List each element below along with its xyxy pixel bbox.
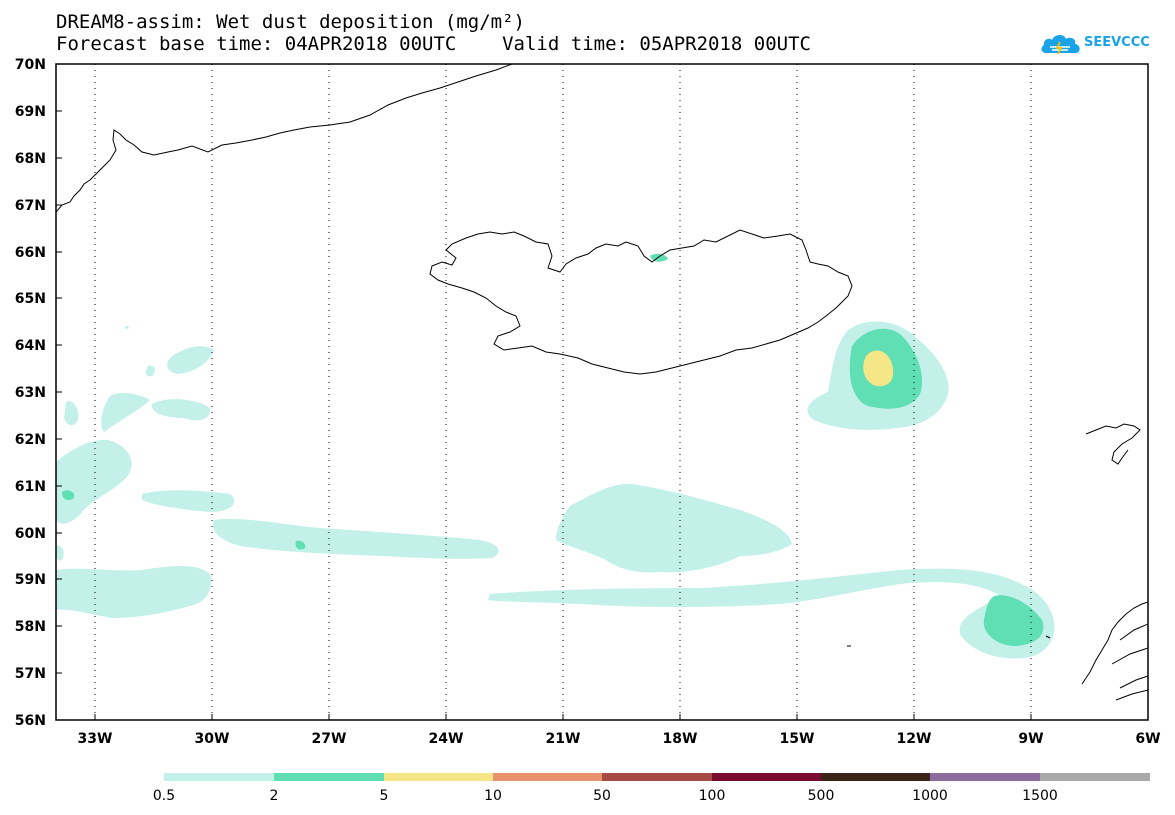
forecast-time-line: Forecast base time: 04APR2018 00UTC Vali… [56, 33, 811, 55]
colorbar-label: 0.5 [153, 788, 175, 804]
lon-label: 24W [429, 731, 464, 747]
lon-label: 27W [312, 731, 347, 747]
lat-label: 67N [15, 198, 46, 214]
dust-area-south-band [488, 568, 1055, 659]
lat-label: 58N [15, 619, 46, 635]
colorbar-swatch [712, 773, 821, 781]
lat-label: 68N [15, 151, 46, 167]
latitude-axis: 70N 69N 68N 67N 66N 65N 64N 63N 62N 61N … [15, 57, 62, 729]
lon-label: 15W [780, 731, 815, 747]
logo-text: SEEVCCC [1084, 35, 1150, 50]
colorbar-swatch [602, 773, 712, 781]
greenland-coast [56, 64, 513, 213]
colorbar-swatch [1040, 773, 1150, 781]
colorbar-label: 100 [699, 788, 726, 804]
colorbar-label: 1000 [912, 788, 948, 804]
lat-label: 61N [15, 479, 46, 495]
lat-label: 70N [15, 57, 46, 73]
colorbar-label: 10 [484, 788, 502, 804]
lon-label: 18W [663, 731, 698, 747]
lon-label: 21W [546, 731, 581, 747]
map-title: DREAM8-assim: Wet dust deposition (mg/m²… [56, 11, 525, 33]
colorbar-label: 1500 [1022, 788, 1058, 804]
coastlines [56, 64, 1148, 701]
colorbar-swatch [930, 773, 1040, 781]
dust-area-60n-band [213, 518, 499, 559]
lon-label: 30W [195, 731, 230, 747]
lon-label: 9W [1018, 731, 1043, 747]
dust-area-central [556, 483, 792, 573]
colorbar-label: 50 [593, 788, 611, 804]
lat-label: 57N [15, 666, 46, 682]
longitude-axis: 33W 30W 27W 24W 21W 18W 15W 12W 9W 6W [78, 714, 1161, 747]
dust-area-southwest [56, 566, 212, 618]
lat-label: 60N [15, 526, 46, 542]
colorbar-swatch [493, 773, 602, 781]
colorbar-swatch [164, 773, 274, 781]
lat-label: 66N [15, 245, 46, 261]
colorbar: 0.5 2 5 10 50 100 500 1000 1500 [153, 773, 1150, 804]
lat-label: 65N [15, 291, 46, 307]
norway-coast-south [1081, 601, 1148, 701]
deposition-fields [56, 253, 1055, 659]
graticule [94, 64, 1032, 720]
lat-label: 62N [15, 432, 46, 448]
lat-label: 56N [15, 713, 46, 729]
lon-label: 6W [1135, 731, 1160, 747]
lon-label: 12W [897, 731, 932, 747]
faroe-coast [847, 635, 1051, 647]
lat-label: 63N [15, 385, 46, 401]
lon-label: 33W [78, 731, 113, 747]
colorbar-swatch [274, 773, 384, 781]
norway-coast-north [1085, 423, 1141, 465]
colorbar-label: 2 [270, 788, 279, 804]
dust-core-south [983, 595, 1044, 646]
dust-max-east [863, 350, 894, 387]
colorbar-swatch [384, 773, 493, 781]
colorbar-swatch [821, 773, 930, 781]
lat-label: 69N [15, 104, 46, 120]
iceland-coast [429, 229, 853, 375]
colorbar-label: 5 [380, 788, 389, 804]
cloud-logo-icon [1041, 34, 1080, 55]
lat-label: 64N [15, 338, 46, 354]
dust-area-west [56, 439, 132, 524]
colorbar-label: 500 [808, 788, 835, 804]
lat-label: 59N [15, 572, 46, 588]
seevccc-logo: SEEVCCC [1040, 30, 1160, 56]
